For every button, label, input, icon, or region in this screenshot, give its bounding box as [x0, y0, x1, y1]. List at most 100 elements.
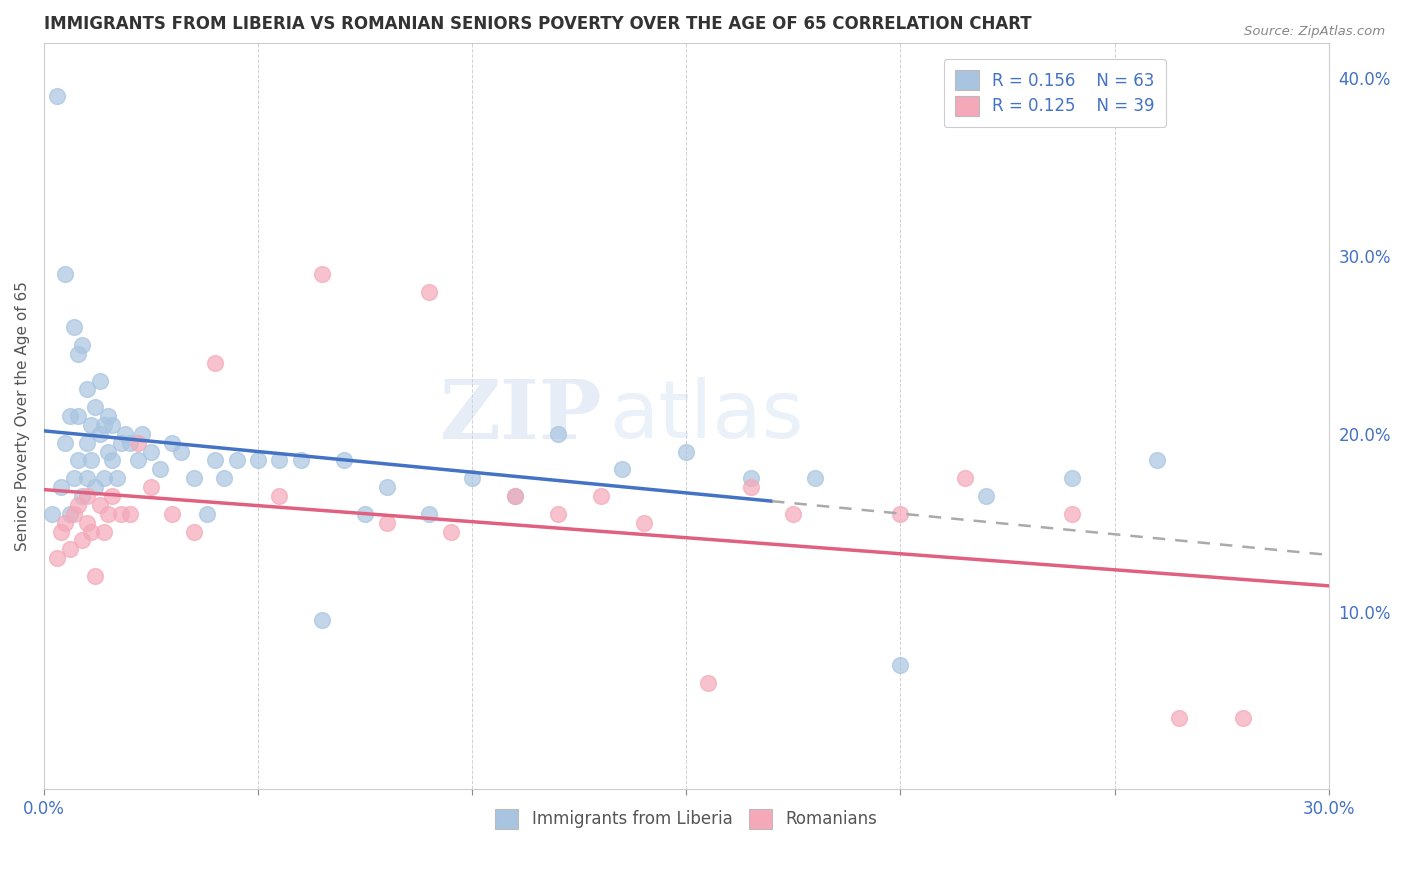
- Point: [63, 471, 86, 485]
- Point: [76, 383, 98, 397]
- Point: [89, 426, 111, 441]
- Point: [974, 489, 997, 503]
- Point: [311, 614, 333, 628]
- Point: [332, 453, 354, 467]
- Point: [375, 516, 398, 530]
- Point: [118, 435, 141, 450]
- Point: [118, 507, 141, 521]
- Point: [440, 524, 463, 539]
- Point: [58, 507, 80, 521]
- Point: [45, 551, 67, 566]
- Point: [170, 444, 193, 458]
- Point: [89, 498, 111, 512]
- Point: [49, 480, 72, 494]
- Point: [204, 453, 226, 467]
- Point: [76, 435, 98, 450]
- Point: [418, 285, 440, 299]
- Point: [80, 417, 103, 432]
- Point: [311, 267, 333, 281]
- Text: IMMIGRANTS FROM LIBERIA VS ROMANIAN SENIORS POVERTY OVER THE AGE OF 65 CORRELATI: IMMIGRANTS FROM LIBERIA VS ROMANIAN SENI…: [44, 15, 1032, 33]
- Point: [547, 507, 569, 521]
- Point: [696, 675, 718, 690]
- Point: [110, 507, 132, 521]
- Point: [58, 542, 80, 557]
- Text: Source: ZipAtlas.com: Source: ZipAtlas.com: [1244, 25, 1385, 38]
- Point: [93, 524, 115, 539]
- Point: [212, 471, 235, 485]
- Point: [162, 507, 184, 521]
- Point: [53, 516, 76, 530]
- Point: [76, 471, 98, 485]
- Text: atlas: atlas: [609, 377, 804, 455]
- Point: [1060, 507, 1083, 521]
- Point: [889, 657, 911, 672]
- Point: [101, 453, 124, 467]
- Point: [889, 507, 911, 521]
- Point: [740, 471, 762, 485]
- Point: [41, 507, 63, 521]
- Point: [782, 507, 804, 521]
- Point: [503, 489, 526, 503]
- Point: [354, 507, 377, 521]
- Point: [97, 507, 120, 521]
- Point: [97, 444, 120, 458]
- Point: [114, 426, 136, 441]
- Point: [204, 356, 226, 370]
- Point: [461, 471, 484, 485]
- Point: [740, 480, 762, 494]
- Point: [84, 569, 107, 583]
- Point: [53, 267, 76, 281]
- Point: [633, 516, 655, 530]
- Point: [503, 489, 526, 503]
- Point: [93, 471, 115, 485]
- Point: [89, 374, 111, 388]
- Point: [80, 524, 103, 539]
- Text: ZIP: ZIP: [440, 376, 603, 456]
- Point: [53, 435, 76, 450]
- Point: [127, 435, 149, 450]
- Point: [63, 507, 86, 521]
- Point: [804, 471, 827, 485]
- Point: [1232, 711, 1254, 725]
- Point: [72, 489, 94, 503]
- Point: [72, 338, 94, 352]
- Point: [589, 489, 612, 503]
- Point: [162, 435, 184, 450]
- Point: [1167, 711, 1189, 725]
- Point: [127, 453, 149, 467]
- Point: [418, 507, 440, 521]
- Point: [101, 489, 124, 503]
- Point: [84, 480, 107, 494]
- Point: [80, 453, 103, 467]
- Point: [1060, 471, 1083, 485]
- Point: [953, 471, 976, 485]
- Point: [58, 409, 80, 423]
- Point: [67, 498, 90, 512]
- Point: [49, 524, 72, 539]
- Y-axis label: Seniors Poverty Over the Age of 65: Seniors Poverty Over the Age of 65: [15, 281, 30, 551]
- Point: [225, 453, 247, 467]
- Point: [290, 453, 312, 467]
- Point: [148, 462, 170, 476]
- Point: [375, 480, 398, 494]
- Point: [1146, 453, 1168, 467]
- Point: [72, 533, 94, 548]
- Point: [63, 320, 86, 334]
- Point: [547, 426, 569, 441]
- Point: [101, 417, 124, 432]
- Point: [139, 444, 162, 458]
- Point: [131, 426, 153, 441]
- Point: [105, 471, 128, 485]
- Point: [84, 400, 107, 414]
- Point: [195, 507, 218, 521]
- Point: [97, 409, 120, 423]
- Point: [675, 444, 697, 458]
- Point: [247, 453, 270, 467]
- Point: [269, 453, 291, 467]
- Point: [45, 89, 67, 103]
- Point: [183, 471, 205, 485]
- Legend: Immigrants from Liberia, Romanians: Immigrants from Liberia, Romanians: [486, 801, 886, 837]
- Point: [269, 489, 291, 503]
- Point: [67, 347, 90, 361]
- Point: [183, 524, 205, 539]
